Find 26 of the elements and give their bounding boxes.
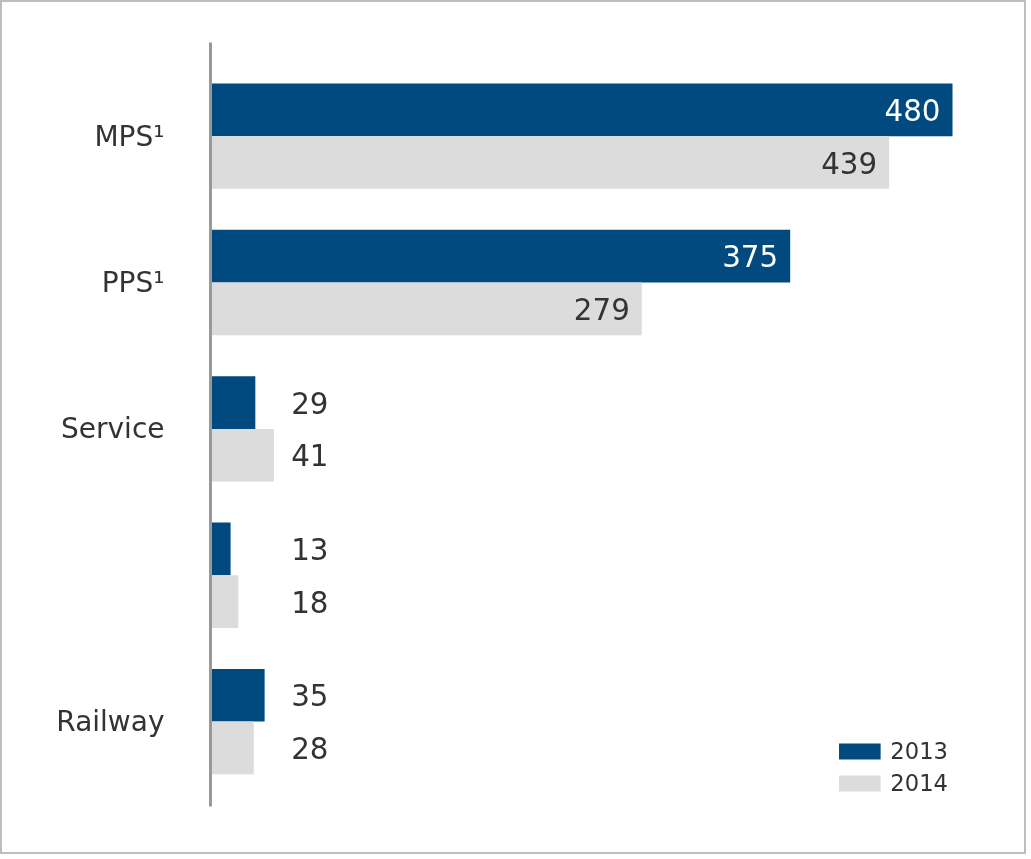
legend-label: 2013 [890,738,948,764]
bar [210,428,274,482]
data-label: 375 [722,240,779,275]
data-label: 28 [291,731,329,766]
data-label: 35 [291,679,329,714]
bar [210,522,231,576]
legend-label: 2014 [890,770,948,796]
data-label: 480 [884,93,941,128]
data-label: 18 [291,585,329,620]
y-tick-label: MPS¹ [94,119,165,153]
bar [210,575,239,628]
data-label: 29 [291,386,329,421]
data-label: 41 [291,439,329,474]
data-label: 13 [291,532,329,567]
bar [210,282,642,336]
bar [210,83,953,137]
bar [210,668,265,722]
bar [210,229,791,283]
bar [210,721,254,775]
y-tick-label: PPS¹ [101,266,165,300]
data-label: 279 [573,292,630,327]
y-tick-label: Railway [56,705,165,739]
data-label: 439 [821,146,878,181]
bar [210,136,890,189]
bar [210,376,256,429]
y-tick-label: Service [61,412,165,446]
